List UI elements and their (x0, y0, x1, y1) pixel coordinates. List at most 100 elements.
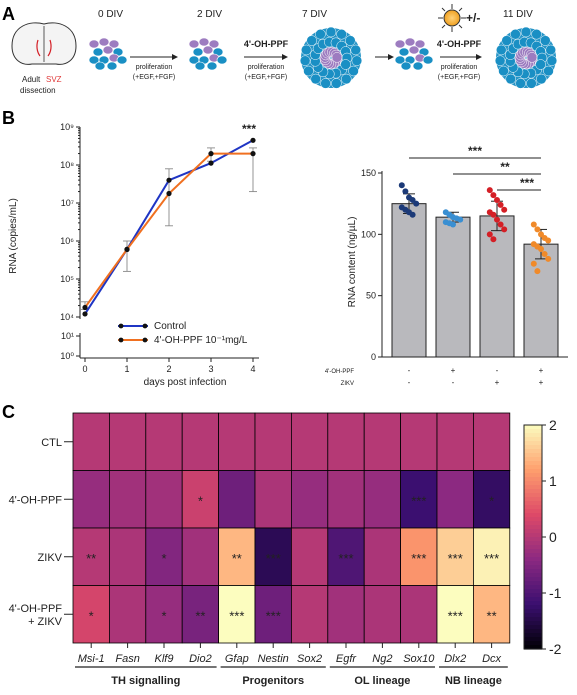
cell (301, 44, 312, 56)
brain-label-dissection: dissection (20, 86, 56, 95)
heatmap-cell (327, 412, 365, 471)
colorbar-segment (524, 513, 542, 518)
colorbar-segment (524, 565, 542, 570)
cell (306, 35, 317, 46)
bar-chart: RNA content (ng/µL) 0 50 100 150 4'-OH-PPF - +… (325, 144, 568, 387)
colorbar-tick-label: 1 (549, 473, 557, 489)
heatmap-row-label: 4'-OH-PPF (9, 494, 63, 506)
colorbar-segment (524, 485, 542, 490)
x-tick-label: 3 (208, 364, 213, 374)
cell (192, 47, 204, 57)
factor-value: + (495, 378, 500, 387)
cell (501, 35, 512, 46)
cell (198, 37, 210, 47)
heatmap-cell-significance: *** (338, 551, 353, 566)
colorbar-segment (524, 437, 542, 442)
cell (320, 78, 331, 89)
colorbar-segment (524, 621, 542, 626)
heatmap-cell (363, 412, 402, 471)
heatmap-cell (218, 412, 256, 471)
heatmap-cell (254, 585, 292, 644)
legend-label: Control (154, 321, 186, 332)
series-point (124, 246, 130, 252)
x-tick-label: 0 (82, 364, 87, 374)
legend-dot (142, 337, 148, 343)
colorbar-segment (524, 445, 542, 450)
brain-label-adult: Adult (22, 75, 41, 84)
colorbar-segment (524, 569, 542, 574)
heatmap-column-label: Egfr (336, 653, 358, 665)
data-point (450, 221, 456, 228)
heatmap-column-label: Dio2 (189, 653, 212, 665)
heatmap-column-label: Sox10 (403, 653, 435, 665)
colorbar: 2 1 0 -1 -2 (523, 417, 562, 657)
colorbar-segment (524, 541, 542, 546)
series-point (250, 137, 256, 143)
colorbar-segment (524, 549, 542, 554)
bar-chart-ylabel: RNA content (ng/µL) (347, 217, 358, 308)
heatmap-row-label: 4'-OH-PPF (9, 603, 63, 615)
cell (496, 44, 507, 56)
colorbar-segment (524, 577, 542, 582)
colorbar-segment (524, 501, 542, 506)
panel-c: C * *** *** * ** *** *** *** *** **** * ** *** *** ***… (2, 402, 562, 687)
series-line-0 (84, 139, 254, 315)
heatmap-cell (72, 412, 110, 471)
cell (394, 39, 406, 49)
colorbar-segment (524, 529, 542, 534)
heatmap: * *** *** * ** *** *** *** *** **** * ** *** *** *** **… (9, 412, 511, 687)
stage-label-7div: 7 DIV (302, 9, 327, 20)
x-tick-label: 1 (124, 364, 129, 374)
data-point (538, 231, 544, 238)
cell (494, 55, 506, 66)
heatmap-cell-significance: * (161, 551, 166, 566)
colorbar-segment (524, 641, 542, 646)
heatmap-column-label: Dcx (482, 653, 501, 665)
heatmap-cell-significance: * (489, 493, 494, 508)
colorbar-segment (524, 561, 542, 566)
prolif-label-1b: (+EGF,+FGF) (133, 74, 175, 81)
colorbar-segment (524, 457, 542, 462)
colorbar-tick-label: -1 (549, 585, 562, 601)
sig-label: *** (520, 176, 534, 190)
factor-row-label: 4'-OH-PPF (325, 369, 354, 375)
heatmap-cell (181, 585, 219, 644)
cell (351, 55, 363, 66)
colorbar-segment (524, 633, 542, 638)
colorbar-segment (524, 585, 542, 590)
colorbar-segment (524, 613, 542, 618)
data-point (413, 200, 420, 207)
cell (336, 28, 347, 40)
heatmap-cell (400, 412, 438, 471)
factor-value: - (496, 366, 499, 375)
heatmap-cell-significance: *** (266, 608, 281, 623)
data-point (494, 216, 500, 223)
heatmap-cell-significance: *** (484, 551, 499, 566)
colorbar-segment (524, 489, 542, 494)
colorbar-segment (524, 637, 542, 642)
cell (520, 26, 532, 38)
heatmap-cell (290, 412, 329, 471)
colorbar-segment (524, 589, 542, 594)
heatmap-cell-significance: *** (411, 493, 426, 508)
y-tick-label: 10⁵ (60, 274, 74, 284)
y-tick-label: 10⁹ (60, 122, 74, 132)
heatmap-cell-significance: *** (266, 551, 281, 566)
colorbar-segment (524, 605, 542, 610)
stage-label-0div: 0 DIV (98, 9, 123, 20)
y-tick-label: 10⁷ (61, 198, 74, 208)
data-point (501, 226, 508, 233)
cell (303, 65, 314, 77)
cell (414, 39, 426, 49)
prolif-label-1a: proliferation (136, 64, 173, 71)
y-tick-label: 50 (366, 291, 376, 301)
heatmap-row-label: ZIKV (38, 552, 63, 564)
panel-a-label: A (2, 4, 15, 24)
y-tick-label: 100 (361, 229, 376, 239)
colorbar-tick-label: 0 (549, 529, 557, 545)
drug-label-2: 4'-OH-PPF (437, 39, 482, 49)
cell (498, 65, 509, 77)
heatmap-cell (254, 412, 292, 471)
heatmap-cell-significance: *** (229, 608, 244, 623)
data-point (457, 216, 464, 223)
